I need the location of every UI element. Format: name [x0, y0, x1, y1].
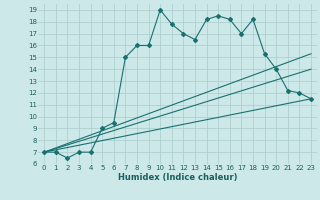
X-axis label: Humidex (Indice chaleur): Humidex (Indice chaleur) — [118, 173, 237, 182]
